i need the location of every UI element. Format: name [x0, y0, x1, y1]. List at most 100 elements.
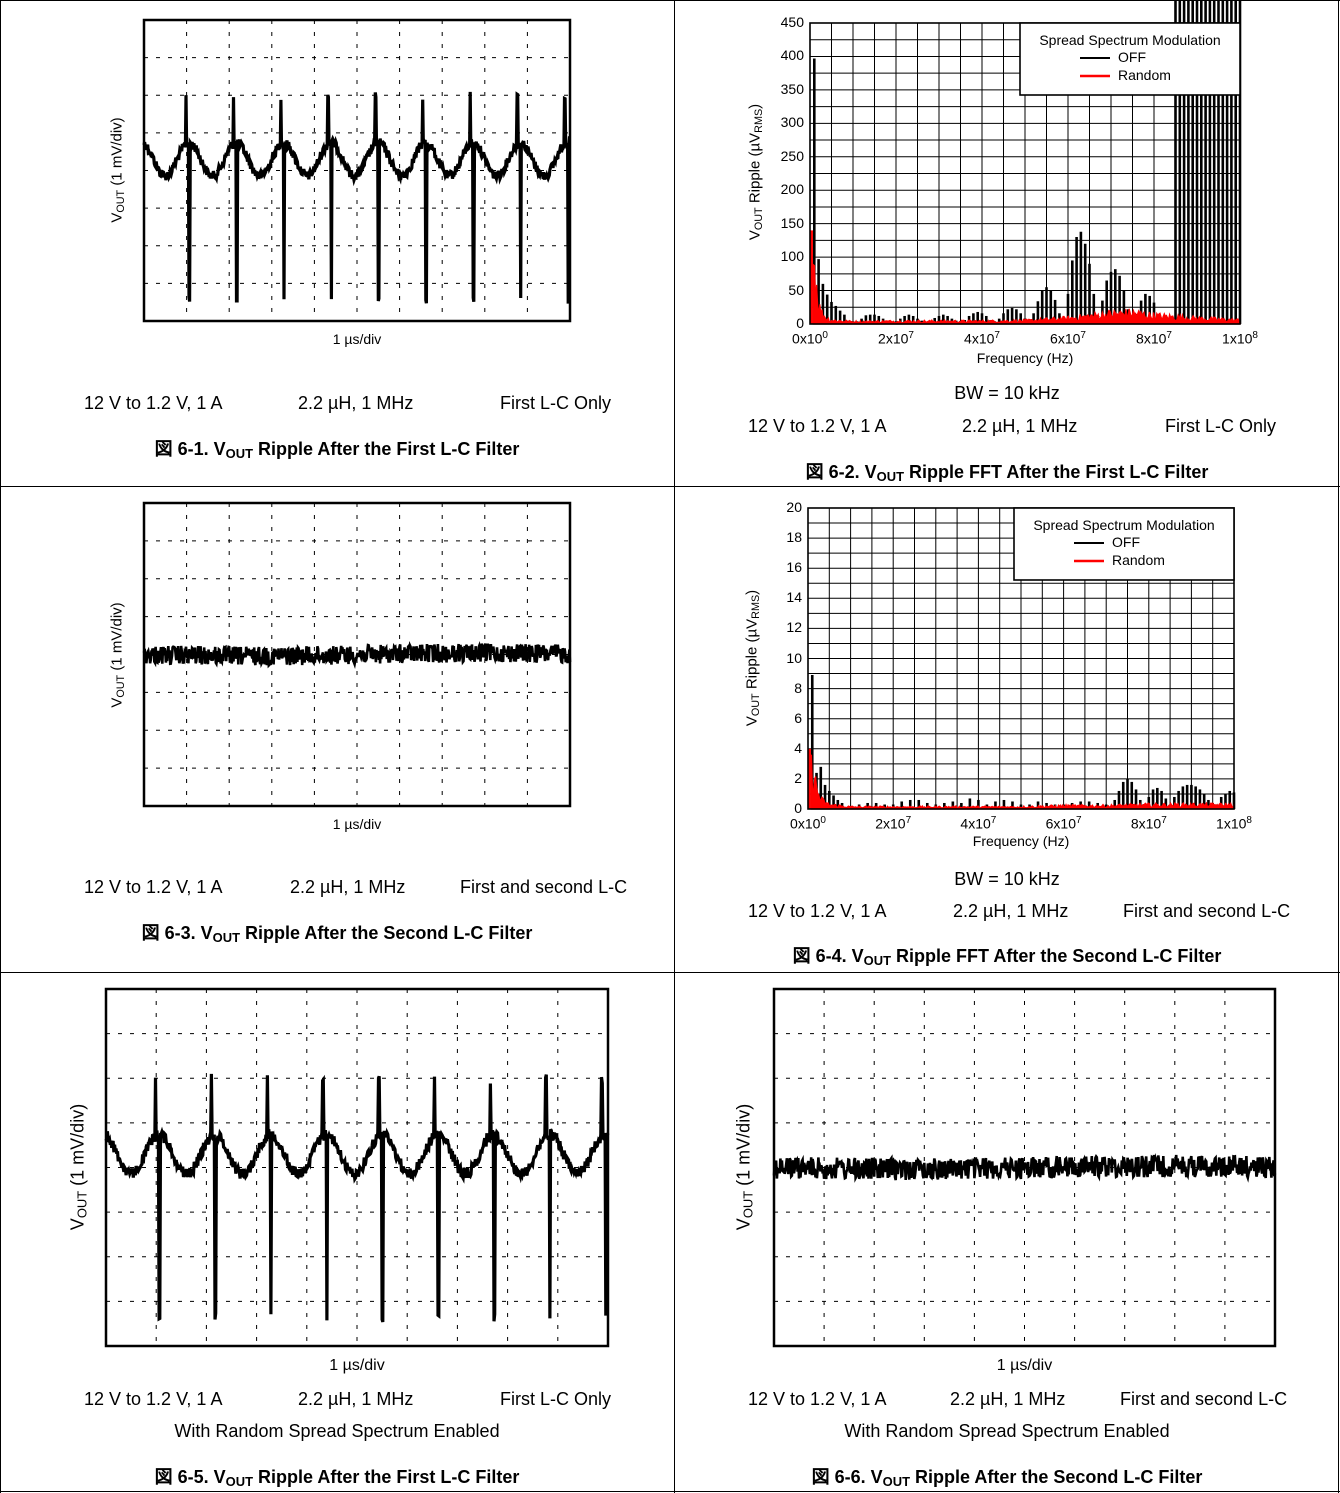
caption-sub: OUT — [876, 469, 905, 485]
x-axis-label-text: 1 µs/div — [329, 1357, 385, 1374]
figure-cell-6-6: VOUT (1 mV/div) 1 µs/div 12 V to 1.2 V, 1 … — [674, 972, 1340, 1493]
x-tick-exponent: 0 — [822, 330, 828, 341]
test-condition-text: 12 V to 1.2 V, 1 A — [748, 1389, 887, 1409]
scope-frame — [772, 987, 1277, 1348]
scope-trace — [142, 91, 571, 304]
chart-svg — [772, 987, 1277, 1348]
figure-caption: 図 6-2. VOUT Ripple FFT After the First L… — [674, 458, 1340, 484]
y-tick-label: 150 — [764, 215, 804, 231]
x-tick-mantissa: 8x10 — [1130, 815, 1162, 832]
scope-frame — [142, 501, 572, 808]
scope-frame — [142, 18, 572, 323]
caption-rest: Ripple After the First L-C Filter — [253, 1467, 520, 1487]
y-tick-label: 0 — [764, 315, 804, 331]
figure-cell-6-3: VOUT (1 mV/div) 1 µs/div 12 V to 1.2 V, 1 … — [0, 486, 674, 972]
y-axis-label-v: V — [108, 697, 126, 708]
legend-entry-random-text: Random — [1118, 67, 1171, 83]
chart-svg — [104, 987, 610, 1348]
bandwidth-note: BW = 10 kHz — [674, 869, 1340, 890]
y-axis-label-rest: (1 mV/div) — [733, 1103, 754, 1191]
test-condition: First and second L-C — [460, 877, 627, 898]
y-tick-text: 8 — [794, 679, 802, 696]
x-axis-label: 1 µs/div — [106, 1357, 608, 1375]
y-axis-label-rest: (1 mV/div) — [67, 1103, 88, 1191]
table-border-row1 — [0, 486, 1340, 487]
x-axis-label: 1 µs/div — [144, 816, 570, 832]
y-tick-label: 50 — [764, 282, 804, 298]
test-condition: 2.2 µH, 1 MHz — [298, 393, 413, 414]
caption-rest: Ripple FFT After the First L-C Filter — [904, 462, 1209, 482]
legend-title: Spread Spectrum Modulation — [1020, 32, 1240, 48]
test-condition-text: 2.2 µH, 1 MHz — [953, 901, 1069, 921]
series-random — [812, 263, 1241, 325]
y-axis-label-rest: (1 mV/div) — [108, 117, 126, 190]
test-condition: 12 V to 1.2 V, 1 A — [748, 901, 886, 922]
y-tick-text: 18 — [786, 529, 802, 546]
caption-sub: OUT — [882, 1474, 910, 1490]
y-tick-label: 400 — [764, 47, 804, 63]
y-tick-label: 14 — [762, 589, 802, 605]
legend-title-text: Spread Spectrum Modulation — [1039, 32, 1221, 48]
x-tick-mantissa: 1x10 — [1216, 815, 1247, 832]
x-tick-exponent: 8 — [1246, 815, 1252, 826]
x-axis-label: 1 µs/div — [774, 1357, 1275, 1375]
test-condition-text: First and second L-C — [1123, 901, 1291, 921]
y-axis-label-mid: Ripple (µV — [746, 132, 764, 208]
test-condition: 2.2 µH, 1 MHz — [962, 416, 1077, 437]
x-tick-label: 1x108 — [1194, 815, 1274, 832]
scope-frame — [104, 987, 610, 1348]
test-condition: 12 V to 1.2 V, 1 A — [84, 393, 222, 414]
y-tick-label: 300 — [764, 114, 804, 130]
y-tick-text: 10 — [786, 649, 802, 666]
x-tick-mantissa: 0x10 — [792, 330, 823, 347]
x-tick-mantissa: 4x10 — [960, 815, 991, 832]
caption-prefix: 図 6-2. V — [805, 462, 877, 482]
y-tick-label: 100 — [764, 248, 804, 264]
y-axis-label: VOUT Ripple (µVRMS) — [746, 104, 766, 240]
test-condition-text: First L-C Only — [1165, 416, 1277, 436]
x-tick-mantissa: 1x10 — [1222, 330, 1253, 347]
x-tick-exponent: 7 — [1075, 815, 1082, 826]
spread-spectrum-note-text: With Random Spread Spectrum Enabled — [174, 1421, 500, 1441]
table-border-top — [0, 0, 1340, 1]
caption-prefix: 図 6-4. V — [792, 946, 864, 966]
test-condition: First and second L-C — [1123, 901, 1290, 922]
x-tick-exponent: 7 — [1080, 330, 1086, 341]
table-border-bottom — [0, 1491, 1340, 1492]
y-tick-label: 350 — [764, 81, 804, 97]
test-condition-text: 2.2 µH, 1 MHz — [298, 393, 414, 413]
y-tick-label: 0 — [762, 800, 802, 816]
caption-sub: OUT — [225, 1474, 254, 1490]
y-axis-label: VOUT (1 mV/div) — [67, 1103, 90, 1230]
legend-title: Spread Spectrum Modulation — [1014, 517, 1234, 533]
legend-entry-off: OFF — [1112, 534, 1140, 550]
figure-caption: 図 6-4. VOUT Ripple FFT After the Second … — [674, 942, 1340, 968]
caption-sub: OUT — [863, 953, 892, 969]
x-tick-label: 0x100 — [768, 815, 848, 832]
y-tick-text: 2 — [794, 769, 802, 786]
y-tick-label: 450 — [764, 14, 804, 30]
figure-caption: 図 6-1. VOUT Ripple After the First L-C F… — [0, 435, 674, 461]
caption-rest: Ripple After the Second L-C Filter — [240, 923, 533, 943]
x-axis-label: Frequency (Hz) — [810, 350, 1240, 366]
legend-box — [1013, 507, 1235, 581]
x-axis-label-text: 1 µs/div — [332, 331, 382, 347]
y-axis-label-sub: OUT — [740, 1190, 756, 1219]
y-tick-text: 0 — [794, 800, 802, 816]
x-tick-exponent: 7 — [905, 815, 912, 826]
y-tick-text: 14 — [786, 589, 802, 606]
test-condition-text: 12 V to 1.2 V, 1 A — [84, 393, 223, 413]
y-tick-text: 450 — [780, 14, 804, 30]
test-condition-text: First L-C Only — [500, 393, 612, 413]
x-tick-exponent: 8 — [1252, 330, 1258, 341]
x-tick-label: 0x100 — [770, 330, 850, 347]
test-condition-text: 12 V to 1.2 V, 1 A — [84, 1389, 223, 1409]
y-axis-label-sub: OUT — [115, 674, 128, 698]
y-axis-label-v: V — [108, 212, 126, 223]
y-axis-label-sub: OUT — [750, 693, 763, 717]
legend-entry-off-text: OFF — [1112, 534, 1140, 550]
x-tick-label: 1x108 — [1200, 330, 1280, 347]
scope-trace — [104, 1073, 610, 1323]
x-axis-label-text: 1 µs/div — [996, 1357, 1053, 1374]
test-condition-text: First and second L-C — [460, 877, 628, 897]
